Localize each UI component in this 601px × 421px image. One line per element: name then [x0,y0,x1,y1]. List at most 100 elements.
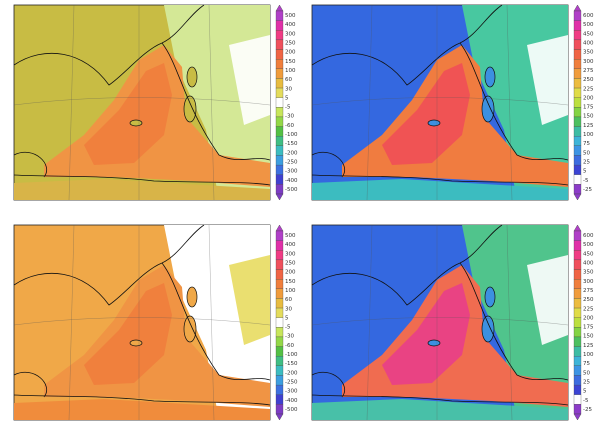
colorbar-segment [573,365,582,376]
colorbar-segment [573,356,582,366]
colorbar-segment [275,184,284,195]
colorbar-label: -300 [285,169,298,175]
colorbar-segment [573,298,582,309]
africa [312,179,568,200]
colorbar-label: -400 [285,398,298,404]
colorbar-segment [573,288,582,299]
colorbar-segment [573,126,582,137]
colorbar-label: 100 [285,288,296,294]
colorbar-segment [573,375,582,386]
colorbar-segment [573,10,582,21]
colorbar-segment [275,87,284,98]
colorbar-segment [275,59,284,69]
colorbar-segment [573,317,582,328]
colorbar-segment [275,279,284,289]
colorbar-segment [275,240,284,251]
island [183,95,197,123]
colorbar-segment [275,164,284,175]
colorbar-arrow [275,224,284,232]
white-patch [229,255,270,345]
colorbar-segment [275,68,284,79]
colorbar-label: 400 [583,41,594,47]
colorbar-label: 175 [583,325,594,331]
colorbar-label: 400 [285,242,296,248]
colorbar-label: -250 [285,379,298,385]
colorbar-label: -300 [285,389,298,395]
colorbar-segment [275,39,284,50]
sea-core [84,63,172,165]
colorbar-label: -25 [583,187,592,193]
coastline [13,224,271,406]
colorbar-label: 300 [583,279,594,285]
island [129,339,143,347]
graticule [311,4,569,201]
colorbar-label: 25 [583,159,590,165]
colorbar-label: -150 [285,141,298,147]
colorbar-segment [275,30,284,41]
colorbar-label: 5 [583,389,587,395]
colorbar-segment [573,87,582,98]
colorbar-label: 150 [285,59,296,65]
colorbar-label: 100 [583,132,594,138]
colorbar-label: -200 [285,370,298,376]
coastline [13,4,271,186]
colorbar-segment [275,375,284,386]
colorbar-segment [573,346,582,357]
colorbar-segment [275,288,284,299]
colorbar-segment [573,49,582,60]
colorbar-label: 275 [583,68,594,74]
africa [14,179,270,200]
colorbar-label: -500 [285,187,298,193]
colorbar-label: 500 [285,233,296,239]
colorbar-label: -200 [285,150,298,156]
colorbar-segment [573,384,582,395]
colorbar-segment [573,68,582,79]
island [186,286,198,308]
colorbar-segment [275,404,284,415]
island [183,315,197,343]
colorbar-label: 450 [583,251,594,257]
colorbar-label: -5 [285,105,291,111]
colorbar-segment [275,20,284,31]
colorbar-label: 200 [285,50,296,56]
coastline [311,4,569,186]
island [484,66,496,88]
colorbar-label: 25 [583,379,590,385]
colorbar-segment [275,259,284,270]
colorbar-segment [573,136,582,146]
colorbar-label: 200 [583,95,594,101]
colorbar-label: 50 [583,370,590,376]
colorbar-label: 60 [285,77,292,83]
colorbar-label: 200 [285,270,296,276]
colorbar-label: 225 [583,86,594,92]
colorbar-label: 60 [285,297,292,303]
colorbar-segment [573,174,582,185]
colorbar-label: 275 [583,288,594,294]
colorbar-label: 300 [285,31,296,37]
colorbar-segment [573,30,582,41]
colorbar-label: 300 [583,59,594,65]
colorbar-segment [573,230,582,241]
colorbar-label: 150 [583,334,594,340]
colorbar-label: -500 [285,407,298,413]
colorbar-segment [275,97,284,108]
colorbar-label: -250 [285,159,298,165]
colorbar-segment [275,78,284,89]
colorbar-segment [573,20,582,31]
colorbar-label: 250 [285,261,296,267]
sea-core [382,283,470,385]
colorbar-arrow [573,224,582,232]
colorbar-segment [275,107,284,118]
colorbar-segment [573,327,582,338]
colorbar-label: -60 [285,343,294,349]
colorbar-segment [573,78,582,89]
colorbar-label: -400 [285,178,298,184]
colorbar-arrow [573,413,582,421]
graticule [13,224,271,421]
colorbar-label: 30 [285,86,292,92]
island [481,95,495,123]
colorbar-label: 225 [583,306,594,312]
colorbar-segment [573,404,582,415]
colorbar-label: 400 [583,261,594,267]
